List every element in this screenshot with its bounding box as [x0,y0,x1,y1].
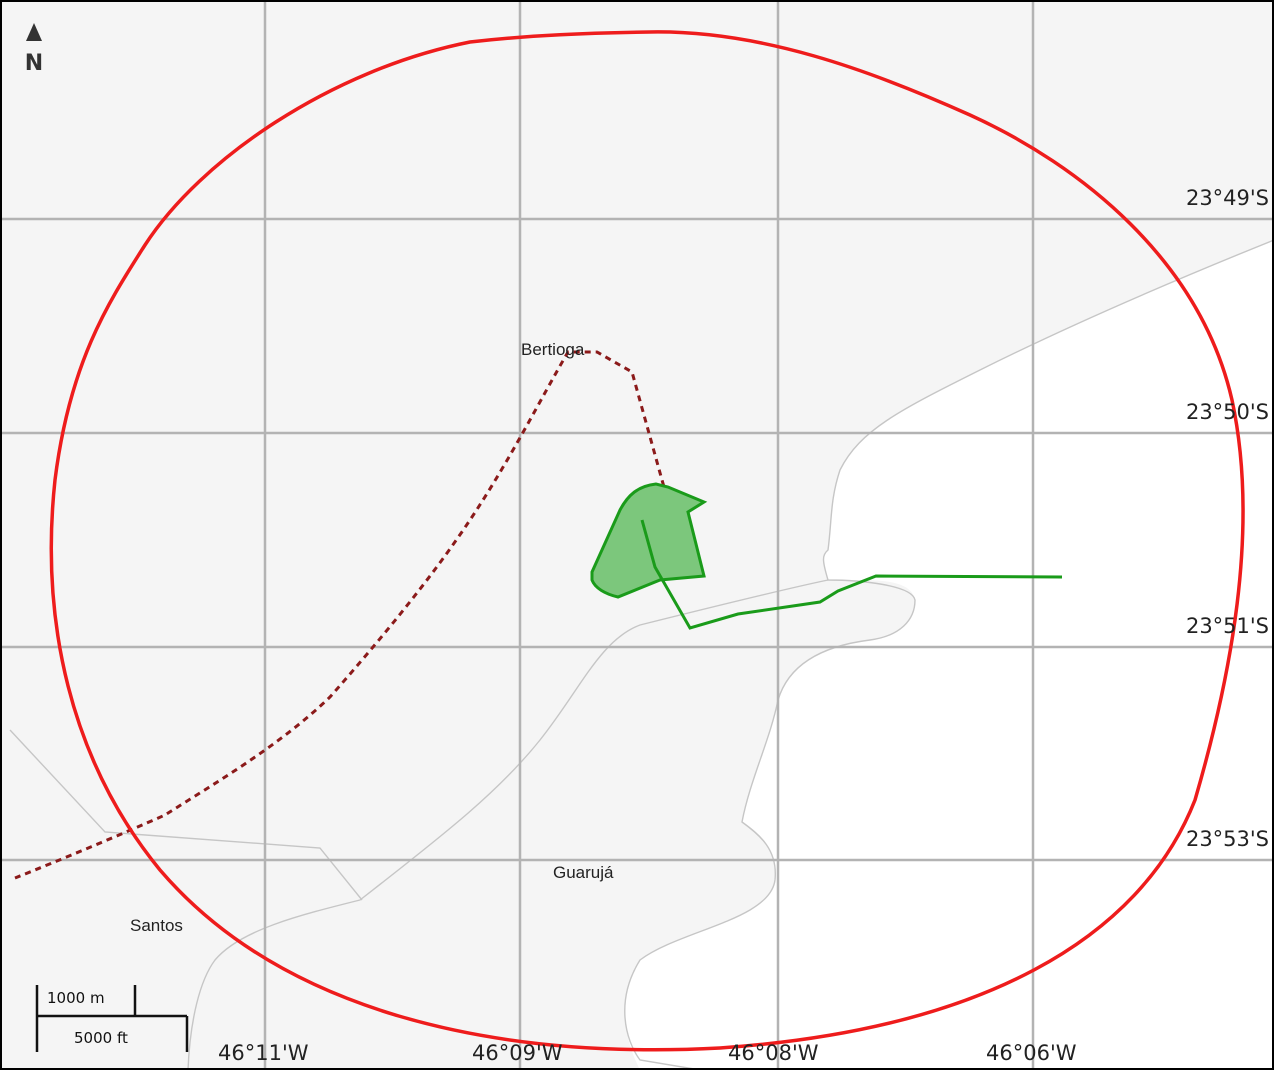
lon-label-2: 46°09'W [472,1041,563,1065]
place-label-guaruja: Guarujá [553,863,614,882]
lat-label-2: 23°50'S [1186,400,1269,424]
green-route-line [640,519,1063,630]
range-ring [49,30,1245,1052]
north-arrow-label: N [25,51,43,76]
scale-bar-imperial-label: 5000 ft [74,1029,128,1047]
scale-bar-metric-label: 1000 m [47,989,105,1007]
place-label-bertioga: Bertioga [521,340,585,359]
lon-label-3: 46°08'W [728,1041,819,1065]
dotted-route-line [14,350,686,880]
scale-bar [35,985,189,1052]
lat-label-4: 23°53'S [1186,827,1269,851]
lat-label-1: 23°49'S [1186,186,1269,210]
water-area [624,240,1274,1070]
north-arrow-icon: N [25,23,43,76]
coastline [624,239,1274,1070]
island-coastline [187,579,829,1070]
lat-label-3: 23°51'S [1186,614,1269,638]
municipal-boundary [9,729,363,901]
lon-label-1: 46°11'W [218,1041,309,1065]
north-arrow-triangle [26,23,42,41]
lon-label-4: 46°06'W [986,1041,1077,1065]
place-label-santos: Santos [130,916,183,935]
